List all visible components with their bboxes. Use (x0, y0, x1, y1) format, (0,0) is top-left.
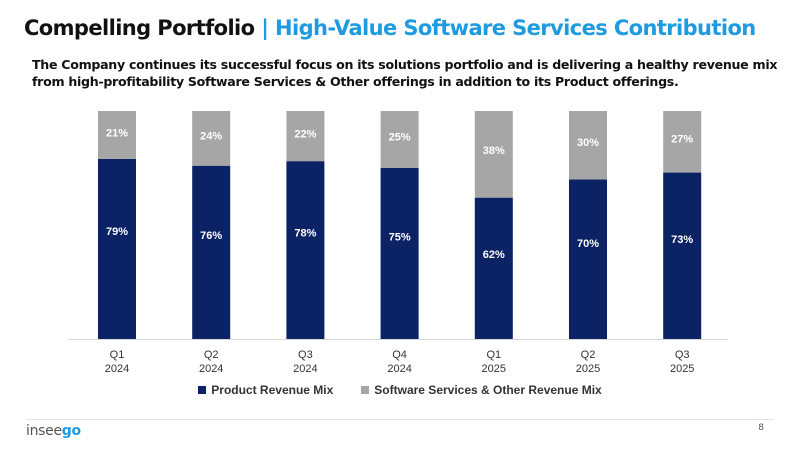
page-subtitle: The Company continues its successful foc… (32, 57, 778, 89)
bar-software (663, 111, 702, 173)
data-label-software: 24% (200, 131, 222, 143)
legend-label-product: Product Revenue Mix (211, 383, 334, 397)
legend-swatch-software (361, 386, 370, 394)
legend-item-software: Software Services & Other Revenue Mix (361, 383, 602, 397)
x-tick-quarter: Q2 (204, 349, 219, 361)
bar-product (569, 179, 607, 339)
bar-software (286, 111, 325, 162)
data-label-software: 30% (577, 137, 599, 149)
logo-text-1: insee (26, 423, 62, 439)
page-number: 8 (758, 423, 764, 433)
bar-product (286, 161, 325, 339)
bar-software (569, 111, 607, 180)
x-tick-year: 2025 (482, 363, 506, 375)
x-tick-quarter: Q3 (675, 349, 690, 361)
bar-product (98, 158, 136, 339)
data-label-software: 21% (106, 128, 128, 140)
x-tick-year: 2025 (576, 363, 600, 375)
bar-product (663, 172, 702, 339)
chart-legend: Product Revenue Mix Software Services & … (0, 383, 800, 397)
data-label-software: 27% (671, 134, 693, 146)
data-label-software: 22% (294, 129, 316, 141)
footer-divider (26, 419, 774, 420)
title-main: Compelling Portfolio (24, 16, 255, 40)
x-tick-year: 2024 (387, 363, 411, 375)
data-label-software: 38% (483, 145, 505, 157)
inseego-logo: inseego (26, 423, 81, 439)
x-tick-quarter: Q4 (392, 349, 407, 361)
x-tick-quarter: Q1 (486, 349, 501, 361)
x-tick-year: 2024 (105, 363, 129, 375)
data-label-product: 73% (671, 234, 693, 246)
legend-label-software: Software Services & Other Revenue Mix (374, 383, 602, 397)
title-separator: | (254, 16, 275, 40)
x-tick-year: 2024 (199, 363, 223, 375)
page-title: Compelling Portfolio | High-Value Softwa… (24, 16, 756, 40)
bar-product (192, 165, 231, 339)
data-label-product: 79% (106, 226, 128, 238)
bar-software (192, 111, 231, 166)
data-label-product: 75% (389, 231, 411, 243)
x-tick-year: 2025 (670, 363, 694, 375)
bar-software (98, 111, 136, 159)
data-label-software: 25% (389, 132, 411, 144)
x-tick-quarter: Q2 (581, 349, 596, 361)
x-tick-quarter: Q3 (298, 349, 313, 361)
data-label-product: 78% (294, 227, 316, 239)
x-tick-quarter: Q1 (110, 349, 125, 361)
legend-swatch-product (198, 386, 207, 394)
logo-text-2: go (61, 423, 81, 439)
data-label-product: 70% (577, 238, 599, 250)
bar-software (474, 111, 513, 198)
bar-product (474, 197, 513, 339)
x-tick-year: 2024 (293, 363, 317, 375)
bar-software (380, 111, 419, 168)
legend-item-product: Product Revenue Mix (198, 383, 333, 397)
title-accent: High-Value Software Services Contributio… (275, 16, 756, 40)
bar-product (380, 168, 419, 339)
data-label-product: 62% (483, 249, 505, 261)
data-label-product: 76% (200, 230, 222, 242)
